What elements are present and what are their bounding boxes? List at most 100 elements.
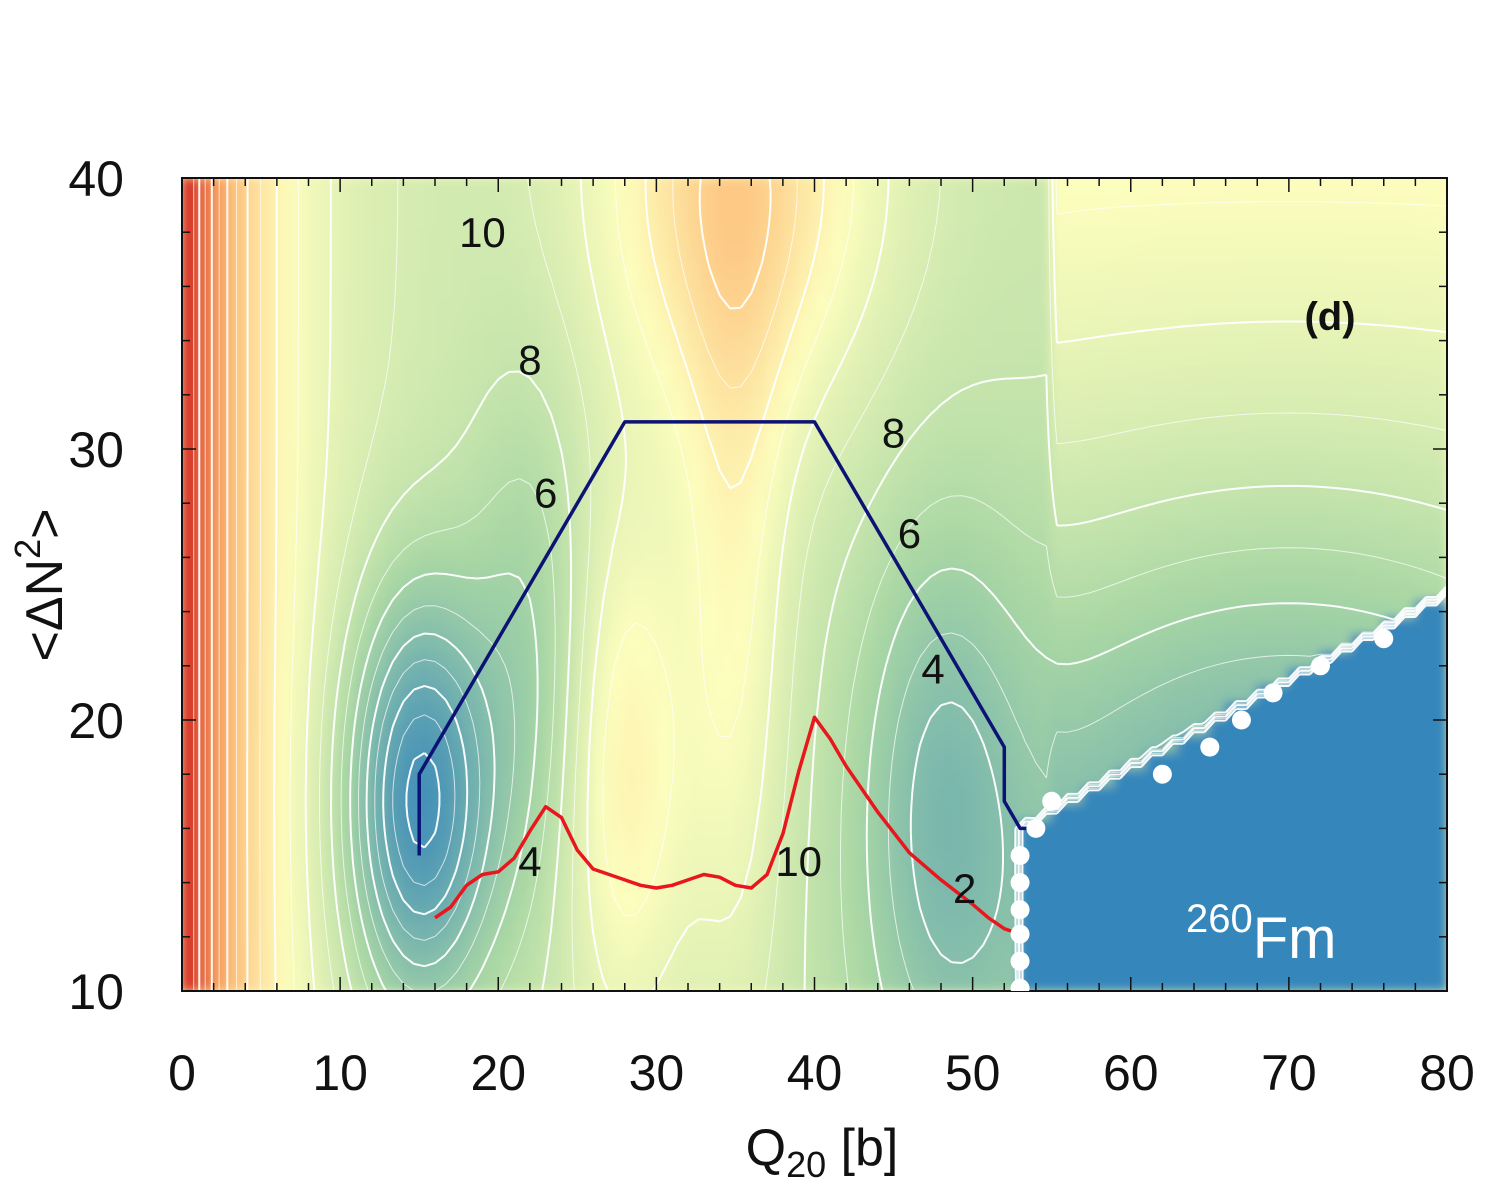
heatmap-cell (702, 668, 721, 688)
heatmap-cell (182, 837, 199, 857)
heatmap-cell (1208, 786, 1227, 806)
heatmap-cell (1303, 431, 1322, 450)
heatmap-cell (987, 752, 1006, 772)
heatmap-cell (1303, 871, 1322, 891)
heatmap-cell (1161, 973, 1180, 991)
heatmap-cell (797, 651, 816, 671)
heatmap-cell (1098, 973, 1116, 991)
heatmap-cell (955, 549, 974, 569)
heatmap-cell (182, 719, 199, 738)
heatmap-cell (560, 668, 579, 688)
heatmap-cell (544, 363, 563, 383)
heatmap-cell (1224, 397, 1243, 417)
heatmap-cell (1113, 651, 1132, 671)
heatmap-cell (1382, 515, 1401, 535)
heatmap-cell (797, 464, 816, 484)
heatmap-cell (386, 820, 405, 840)
heatmap-cell (291, 803, 310, 823)
heatmap-cell (1098, 178, 1116, 196)
heatmap-cell (1034, 566, 1053, 586)
heatmap-cell (1398, 905, 1417, 925)
heatmap-cell (1272, 769, 1290, 789)
heatmap-cell (1272, 922, 1290, 942)
heatmap-cell (212, 210, 231, 230)
heatmap-cell (971, 532, 990, 552)
heatmap-cell (845, 193, 863, 213)
heatmap-cell (497, 735, 516, 755)
heatmap-cell (845, 719, 863, 738)
heatmap-cell (228, 837, 247, 857)
heatmap-cell (1098, 803, 1116, 823)
heatmap-cell (1034, 397, 1053, 417)
heatmap-cell (687, 820, 705, 840)
heatmap-cell (418, 905, 436, 925)
heatmap-cell (528, 515, 547, 535)
heatmap-cell (196, 973, 215, 991)
heatmap-cell (1287, 498, 1306, 518)
heatmap-cell (212, 498, 231, 518)
heatmap-cell (1066, 448, 1085, 467)
heatmap-cell (734, 735, 753, 755)
heatmap-cell (924, 178, 942, 196)
heatmap-cell (971, 178, 990, 196)
heatmap-cell (244, 515, 263, 535)
heatmap-cell (1303, 735, 1322, 755)
heatmap-cell (702, 854, 721, 874)
heatmap-cell (323, 363, 342, 383)
heatmap-cell (576, 363, 595, 383)
heatmap-cell (1019, 719, 1037, 738)
heatmap-cell (544, 735, 563, 755)
heatmap-cell (1414, 346, 1433, 366)
heatmap-cell (1113, 837, 1132, 857)
heatmap-cell (750, 566, 769, 586)
heatmap-cell (354, 363, 373, 383)
heatmap-cell (497, 634, 516, 654)
heatmap-cell (1430, 685, 1447, 704)
heatmap-cell (182, 956, 199, 975)
heatmap-cell (734, 786, 753, 806)
heatmap-cell (718, 566, 737, 586)
heatmap-cell (955, 178, 974, 196)
heatmap-cell (1224, 634, 1243, 654)
heatmap-cell (1224, 617, 1243, 637)
heatmap-cell (434, 956, 452, 975)
heatmap-cell (1351, 922, 1369, 942)
heatmap-cell (892, 210, 911, 230)
heatmap-cell (1303, 380, 1322, 400)
heatmap-cell (465, 532, 484, 552)
heatmap-cell (339, 532, 357, 552)
heatmap-cell (576, 752, 595, 772)
heatmap-cell (1082, 939, 1101, 959)
heatmap-cell (260, 600, 278, 620)
heatmap-cell (1303, 329, 1322, 349)
heatmap-cell (449, 210, 468, 230)
heatmap-cell (781, 210, 800, 230)
heatmap-cell (623, 244, 642, 264)
heatmap-cell (1287, 871, 1306, 891)
heatmap-cell (513, 973, 531, 991)
heatmap-cell (1161, 956, 1180, 975)
heatmap-cell (607, 820, 626, 840)
heatmap-cell (1335, 464, 1354, 484)
heatmap-cell (955, 261, 974, 281)
heatmap-cell (339, 566, 357, 586)
heatmap-cell (449, 244, 468, 264)
heatmap-cell (1113, 346, 1132, 366)
heatmap-cell (1335, 566, 1354, 586)
heatmap-cell (576, 820, 595, 840)
heatmap-cell (592, 685, 610, 704)
heatmap-cell (955, 939, 974, 959)
heatmap-cell (576, 532, 595, 552)
heatmap-cell (182, 634, 199, 654)
heatmap-cell (797, 363, 816, 383)
heatmap-cell (1177, 363, 1195, 383)
heatmap-cell (323, 414, 342, 433)
heatmap-cell (1034, 583, 1053, 603)
heatmap-cell (671, 532, 689, 552)
heatmap-cell (781, 668, 800, 688)
heatmap-cell (291, 719, 310, 738)
heatmap-cell (228, 820, 247, 840)
heatmap-cell (1398, 820, 1417, 840)
heatmap-cell (513, 515, 531, 535)
heatmap-cell (228, 227, 247, 247)
